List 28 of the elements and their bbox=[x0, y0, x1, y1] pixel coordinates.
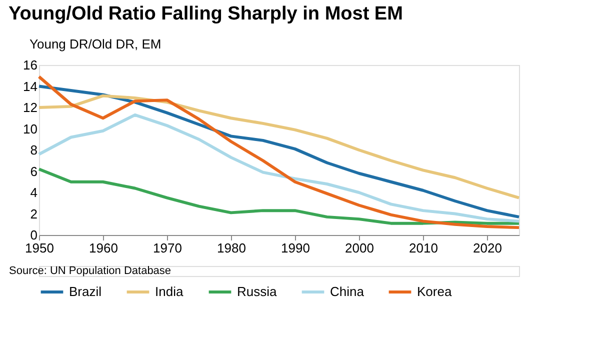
y-tick-label: 12 bbox=[23, 100, 38, 115]
y-tick-label: 8 bbox=[30, 142, 38, 158]
y-tick-label: 0 bbox=[30, 228, 38, 242]
y-tick-label: 16 bbox=[23, 58, 38, 72]
source-note: Source: UN Population Database bbox=[9, 265, 172, 277]
x-tick-label: 1960 bbox=[89, 240, 118, 256]
y-tick-label: 4 bbox=[30, 185, 38, 200]
legend-label: Russia bbox=[237, 284, 278, 299]
y-tick-label: 6 bbox=[30, 164, 38, 179]
x-tick-label: 1990 bbox=[281, 240, 310, 256]
line-series bbox=[38, 168, 520, 225]
x-tick-label: 1950 bbox=[25, 240, 54, 256]
legend-label: China bbox=[330, 284, 365, 299]
x-tick-label: 2020 bbox=[473, 240, 502, 256]
x-tick-label: 2010 bbox=[409, 240, 438, 256]
legend-label: Brazil bbox=[69, 284, 102, 299]
legend-label: India bbox=[155, 284, 184, 299]
y-tick-label: 2 bbox=[30, 206, 38, 222]
x-tick-label: 1980 bbox=[217, 240, 246, 256]
y-tick-label: 10 bbox=[23, 121, 38, 136]
line-series bbox=[38, 113, 520, 223]
x-tick-label: 2000 bbox=[345, 240, 374, 256]
x-tick-label: 1970 bbox=[153, 240, 182, 256]
y-axis-title: Young DR/Old DR, EM bbox=[30, 36, 162, 52]
chart-title: Young/Old Ratio Falling Sharply in Most EM bbox=[8, 4, 403, 24]
y-tick-label: 14 bbox=[23, 78, 38, 94]
legend-label: Korea bbox=[417, 284, 452, 299]
line-series bbox=[38, 94, 520, 200]
